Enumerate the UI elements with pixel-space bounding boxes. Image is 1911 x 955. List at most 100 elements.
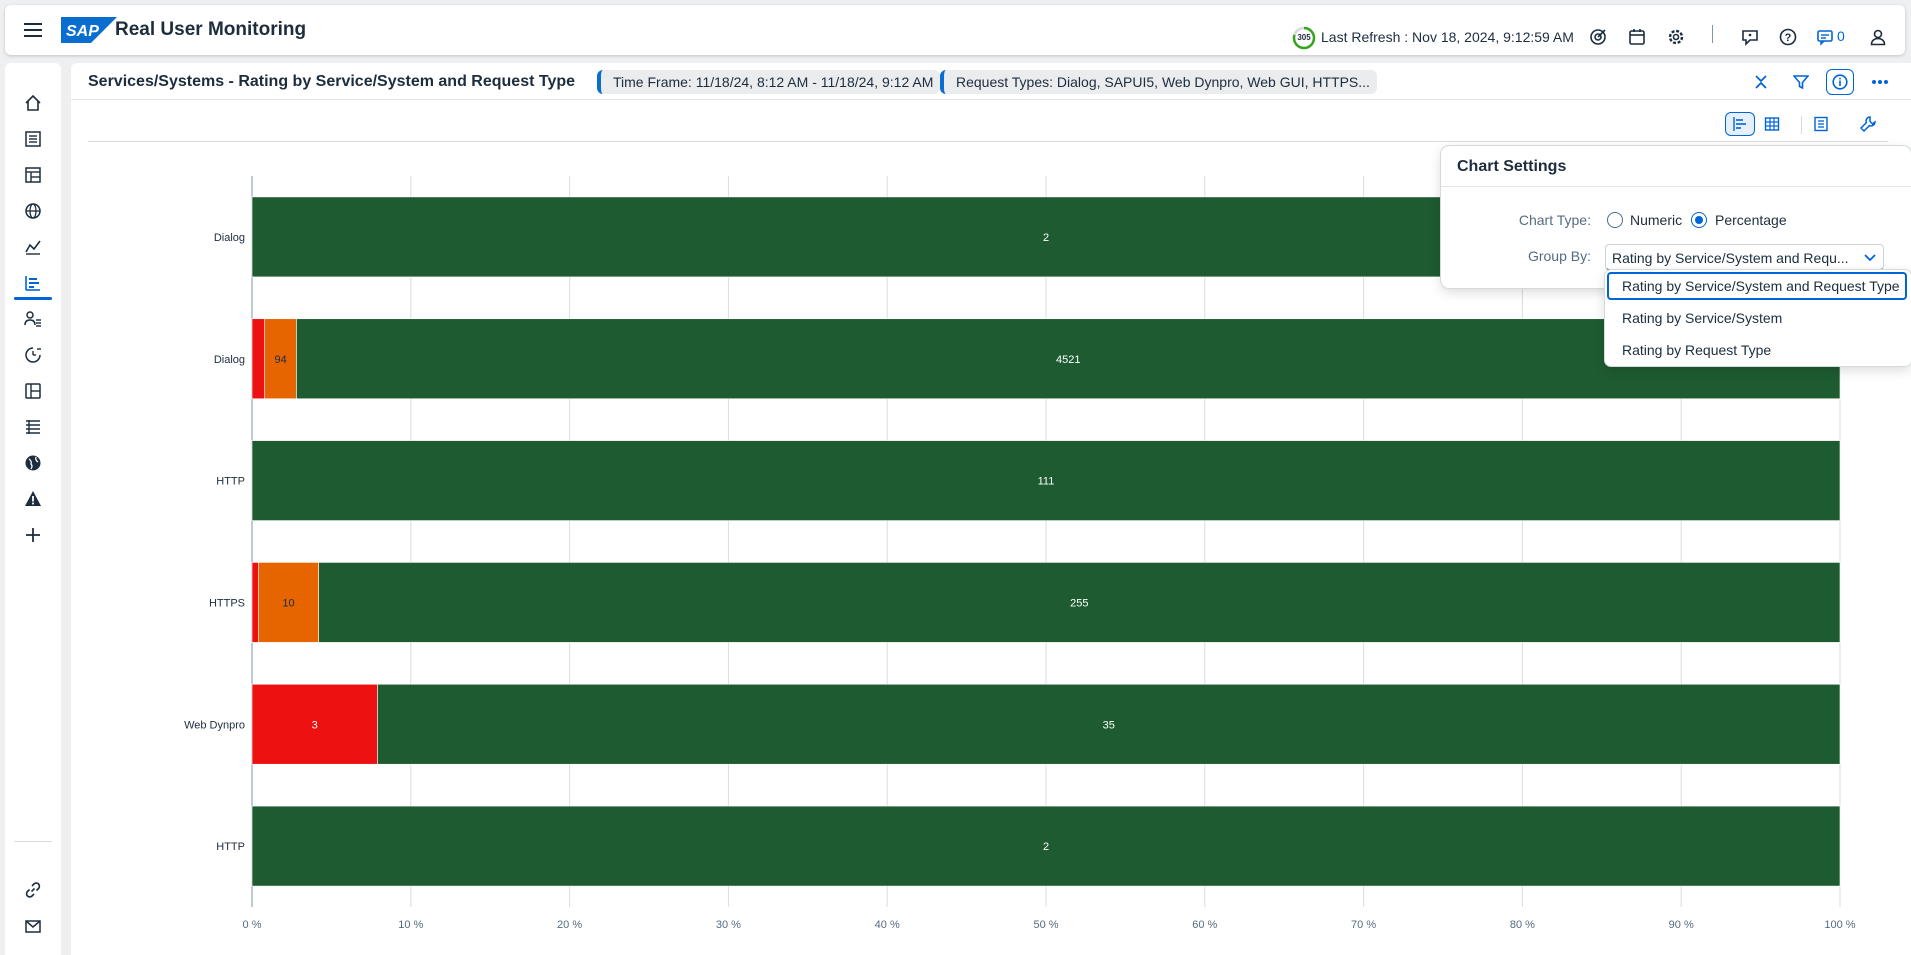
target-icon[interactable] (1586, 25, 1610, 49)
radio-percentage-label[interactable]: Percentage (1715, 212, 1787, 228)
table-view-icon[interactable] (1757, 112, 1787, 136)
group-by-label: Group By: (1527, 248, 1591, 264)
list-icon[interactable] (21, 127, 45, 151)
x-tick-label: 50 % (1033, 919, 1058, 931)
bar-value-label: 35 (1103, 719, 1115, 731)
logo-text: SAP (66, 23, 99, 40)
radio-numeric[interactable] (1607, 212, 1623, 228)
bar-segment (251, 805, 1841, 887)
bar-value-label: 94 (274, 354, 286, 366)
filter-token-time-frame[interactable]: Time Frame: 11/18/24, 8:12 AM - 11/18/24… (597, 70, 941, 94)
refresh-countdown: 305 (1297, 33, 1311, 42)
bar-segment (296, 318, 1841, 400)
x-tick-label: 20 % (557, 919, 582, 931)
chart-type-label: Chart Type: (1518, 212, 1591, 228)
x-tick-label: 80 % (1510, 919, 1535, 931)
page-title: Services/Systems - Rating by Service/Sys… (88, 73, 576, 90)
globe-icon[interactable] (21, 451, 45, 475)
alert-icon[interactable] (21, 487, 45, 511)
notification-count: 0 (1837, 28, 1845, 44)
legend-icon[interactable] (1806, 112, 1836, 136)
popover-title: Chart Settings (1457, 158, 1567, 175)
collapse-header-icon[interactable] (1747, 69, 1775, 95)
email-icon[interactable] (21, 914, 45, 938)
add-icon[interactable] (21, 523, 45, 547)
info-icon[interactable] (1826, 69, 1854, 95)
x-tick-label: 90 % (1669, 919, 1694, 931)
sap-logo[interactable]: SAP (61, 17, 117, 43)
app-title: Real User Monitoring (115, 19, 307, 40)
option-service-system[interactable]: Rating by Service/System (1622, 310, 1783, 326)
x-tick-label: 10 % (398, 919, 423, 931)
x-tick-label: 30 % (716, 919, 741, 931)
group-by-dropdown: Rating by Service/System and Request Typ… (1605, 270, 1911, 366)
chart-view-icon[interactable] (1725, 112, 1755, 136)
home-icon[interactable] (21, 91, 45, 115)
option-service-system-request-type[interactable]: Rating by Service/System and Request Typ… (1607, 272, 1907, 300)
y-category-label: Web Dynpro (184, 719, 245, 731)
radio-percentage[interactable] (1691, 212, 1707, 228)
notifications-icon[interactable] (1813, 25, 1837, 49)
bar-segment (377, 683, 1841, 765)
y-category-label: HTTP (216, 841, 245, 853)
page-header: Services/Systems - Rating by Service/Sys… (71, 63, 1911, 100)
bar-chart-icon[interactable] (21, 271, 45, 295)
bar-segment (318, 562, 1841, 643)
refresh-timer[interactable]: 305 (1292, 26, 1316, 50)
tree-table-icon[interactable] (21, 163, 45, 187)
line-chart-icon[interactable] (21, 235, 45, 259)
help-icon[interactable]: ? (1776, 25, 1800, 49)
x-tick-label: 0 % (243, 919, 262, 931)
bar-value-label: 255 (1070, 597, 1088, 609)
y-category-label: HTTPS (209, 597, 245, 609)
toolbar-divider (88, 141, 1888, 142)
x-tick-label: 40 % (875, 919, 900, 931)
bar-segment (264, 318, 297, 400)
user-list-icon[interactable] (21, 307, 45, 331)
last-refresh-text: Last Refresh : Nov 18, 2024, 9:12:59 AM (1321, 29, 1574, 45)
group-by-select[interactable]: Rating by Service/System and Requ... (1605, 244, 1884, 270)
x-tick-label: 100 % (1824, 919, 1855, 931)
y-category-label: HTTP (216, 476, 245, 488)
bar-segment (251, 440, 1841, 521)
user-icon[interactable] (1866, 25, 1890, 49)
active-indicator (14, 297, 52, 300)
chevron-down-icon (1864, 254, 1876, 262)
bar-value-label: 10 (282, 597, 294, 609)
y-category-label: Dialog (214, 354, 245, 366)
x-tick-label: 70 % (1351, 919, 1376, 931)
bar-segment (251, 683, 378, 765)
history-chart-icon[interactable] (21, 343, 45, 367)
overflow-icon[interactable] (1866, 69, 1894, 95)
toolbar-separator (1801, 116, 1802, 134)
filter-token-request-types[interactable]: Request Types: Dialog, SAPUI5, Web Dynpr… (940, 70, 1377, 94)
bar-value-label: 3 (312, 719, 318, 731)
bar-value-label: 111 (1038, 476, 1055, 488)
bar-segment (251, 562, 259, 643)
table-view-icon[interactable] (21, 379, 45, 403)
filter-icon[interactable] (1787, 69, 1815, 95)
chart-settings-popover: Chart Settings Chart Type: Numeric Perce… (1441, 146, 1911, 288)
calendar-icon[interactable] (1625, 25, 1649, 49)
option-request-type[interactable]: Rating by Request Type (1622, 342, 1772, 358)
settings-icon[interactable] (1664, 25, 1688, 49)
radio-numeric-label[interactable]: Numeric (1630, 212, 1683, 228)
timeline-icon[interactable] (21, 415, 45, 439)
link-icon[interactable] (21, 878, 45, 902)
shell-separator (1712, 25, 1713, 43)
sidebar-separator (14, 841, 52, 842)
bar-value-label: 4521 (1056, 354, 1080, 366)
bar-value-label: 2 (1043, 841, 1049, 853)
popover-divider (1441, 186, 1911, 187)
side-navigation (5, 63, 61, 955)
bar-segment (258, 562, 319, 643)
web-analytics-icon[interactable] (21, 199, 45, 223)
feedback-icon[interactable] (1738, 25, 1762, 49)
menu-icon[interactable] (21, 18, 45, 42)
group-by-value: Rating by Service/System and Requ... (1612, 250, 1849, 266)
x-tick-label: 60 % (1192, 919, 1217, 931)
bar-segment (251, 318, 266, 400)
shell-bar: SAP Real User Monitoring 305 Last Refres… (5, 5, 1905, 55)
chart-settings-icon[interactable] (1853, 112, 1883, 136)
